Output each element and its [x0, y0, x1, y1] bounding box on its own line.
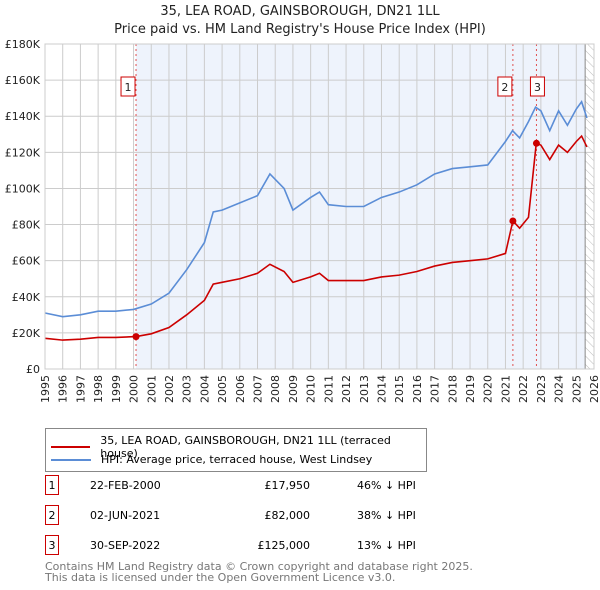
x-tick-label: 2021 [499, 375, 512, 403]
y-tick-label: £180K [5, 38, 41, 51]
x-tick-label: 2003 [181, 375, 194, 403]
x-tick-label: 2026 [588, 375, 600, 403]
x-tick-label: 2000 [128, 375, 141, 403]
x-tick-label: 2013 [358, 375, 371, 403]
x-tick-label: 2011 [322, 375, 335, 403]
x-tick-label: 2022 [517, 375, 530, 403]
y-tick-label: £100K [5, 182, 41, 195]
y-tick-label: £140K [5, 110, 41, 123]
x-tick-label: 2007 [252, 375, 265, 403]
sale-label-box [529, 76, 545, 97]
sale-row: 3 30-SEP-2022 £125,000 13% ↓ HPI [45, 535, 445, 555]
x-tick-label: 2015 [393, 375, 406, 403]
hpi-line [44, 100, 588, 318]
sale-marker: 1 [45, 475, 59, 495]
x-tick-label: 1999 [110, 375, 123, 403]
chart-subtitle: Price paid vs. HM Land Registry's House … [114, 22, 486, 37]
sale-price: £125,000 [257, 539, 311, 552]
sale-label-box [120, 76, 136, 97]
y-tick-label: £80K [12, 219, 41, 232]
x-tick-label: 2010 [305, 375, 318, 403]
x-tick-label: 2016 [411, 375, 424, 403]
x-tick-label: 2004 [198, 375, 211, 403]
legend-swatch-hpi [51, 458, 91, 461]
sale-date: 02-JUN-2021 [90, 509, 161, 522]
sale-point [509, 217, 517, 225]
y-tick-label: £20K [12, 327, 41, 340]
sale-price: £17,950 [264, 479, 311, 492]
y-tick-label: £160K [5, 74, 41, 87]
x-tick-label: 2023 [535, 375, 548, 403]
x-tick-label: 2019 [464, 375, 477, 403]
y-tick-label: £120K [5, 146, 41, 159]
x-tick-label: 1997 [74, 375, 87, 403]
legend-label-property: 35, LEA ROAD, GAINSBOROUGH, DN21 1LL (te… [100, 434, 391, 460]
sale-marker: 3 [45, 535, 59, 555]
sale-hpi: 13% ↓ HPI [357, 539, 416, 552]
sale-label: 2 [501, 81, 508, 94]
x-tick-label: 1995 [39, 375, 52, 403]
plot-frame [44, 43, 595, 370]
x-tick-label: 2006 [234, 375, 247, 403]
sale-hpi: 38% ↓ HPI [357, 509, 416, 522]
sale-date: 30-SEP-2022 [90, 539, 161, 552]
sale-hpi: 46% ↓ HPI [357, 479, 416, 492]
sale-price: £82,000 [264, 509, 311, 522]
legend-label-hpi: HPI: Average price, terraced house, West… [101, 453, 373, 466]
x-tick-label: 2012 [340, 375, 353, 403]
sale-marker: 2 [45, 505, 59, 525]
sale-point [532, 139, 540, 147]
y-tick-label: £40K [12, 291, 41, 304]
y-tick-label: £0 [26, 363, 40, 376]
x-tick-label: 1998 [92, 375, 105, 403]
price-chart: 1995 1996 1997 1998 1999 2000 2001 2002 2003 2004… [5, 38, 600, 403]
footer-copyright: Contains HM Land Registry data © Crown c… [45, 560, 473, 573]
legend-swatch-property [51, 446, 91, 448]
x-tick-label: 2002 [163, 375, 176, 403]
sale-label: 3 [534, 81, 541, 94]
x-tick-label: 2001 [145, 375, 158, 403]
x-tick-label: 2017 [429, 375, 442, 403]
footer-licence: This data is licensed under the Open Gov… [45, 571, 396, 584]
x-tick-label: 2024 [553, 375, 566, 403]
x-tick-label: 1996 [57, 375, 70, 403]
legend: 35, LEA ROAD, GAINSBOROUGH, DN21 1LL (te… [45, 428, 427, 472]
x-tick-label: 2009 [287, 375, 300, 403]
y-tick-label: £60K [12, 255, 41, 268]
sale-label-box [497, 76, 513, 97]
sale-label: 1 [125, 81, 132, 94]
sale-row: 2 02-JUN-2021 £82,000 38% ↓ HPI [45, 505, 445, 525]
chart-title: 35, LEA ROAD, GAINSBOROUGH, DN21 1LL [160, 4, 440, 19]
x-tick-label: 2008 [269, 375, 282, 403]
x-tick-label: 2025 [570, 375, 583, 403]
x-tick-label: 2018 [446, 375, 459, 403]
x-tick-label: 2005 [216, 375, 229, 403]
sale-row: 1 22-FEB-2000 £17,950 46% ↓ HPI [45, 475, 445, 495]
forecast-hatch [585, 44, 594, 369]
sale-date: 22-FEB-2000 [90, 479, 161, 492]
sale-point [132, 333, 140, 341]
x-tick-label: 2020 [482, 375, 495, 403]
x-tick-label: 2014 [375, 375, 388, 403]
